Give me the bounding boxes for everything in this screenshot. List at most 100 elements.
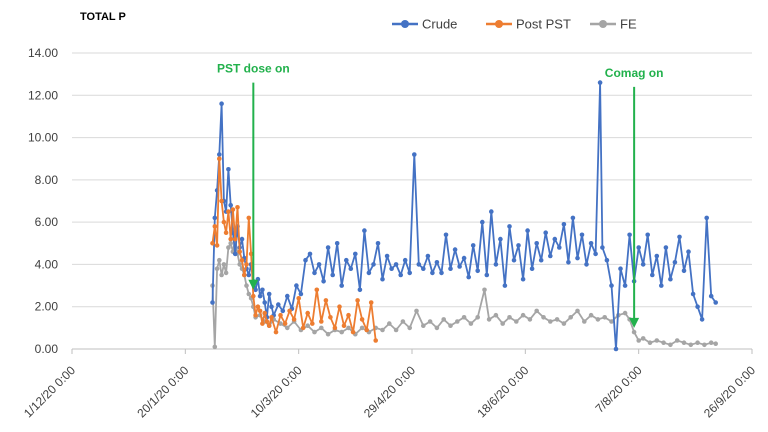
data-point-post-pst: [255, 304, 261, 310]
data-point-crude: [439, 270, 444, 276]
data-point-crude: [389, 266, 394, 272]
data-point-crude: [704, 215, 709, 221]
data-point-crude: [584, 262, 589, 267]
data-point-crude: [613, 346, 619, 352]
data-point-crude: [622, 283, 628, 288]
data-point-post-pst: [305, 310, 311, 316]
data-point-fe: [414, 308, 419, 314]
data-point-post-pst: [237, 249, 242, 254]
data-point-crude: [618, 266, 623, 272]
data-point-crude: [357, 287, 363, 293]
data-point-fe: [217, 257, 222, 263]
data-point-post-pst: [355, 298, 360, 303]
data-point-post-pst: [228, 236, 233, 242]
data-point-post-pst: [332, 325, 338, 331]
data-point-fe: [575, 308, 580, 314]
data-point-post-pst: [350, 329, 356, 335]
data-point-crude: [588, 241, 594, 246]
data-point-post-pst: [253, 312, 258, 318]
data-point-fe: [507, 315, 512, 320]
data-point-crude: [461, 255, 467, 261]
data-point-fe: [319, 325, 324, 331]
data-point-crude: [266, 291, 272, 297]
data-point-fe: [482, 287, 487, 293]
data-point-post-pst: [235, 205, 240, 210]
data-point-crude: [597, 80, 603, 85]
data-point-crude: [708, 293, 714, 299]
data-point-fe: [455, 319, 460, 324]
data-point-post-pst: [346, 312, 351, 318]
data-point-crude: [448, 266, 453, 272]
data-point-crude: [668, 276, 673, 282]
data-point-crude: [502, 283, 508, 288]
data-point-crude: [650, 272, 655, 278]
data-point-fe: [475, 315, 481, 320]
legend-entry-crude: Crude: [392, 17, 457, 32]
data-point-post-pst: [251, 293, 256, 299]
data-point-fe: [434, 325, 440, 331]
data-point-post-pst: [260, 321, 265, 326]
data-point-post-pst: [214, 243, 220, 248]
legend-label: Post PST: [516, 17, 571, 32]
data-point-post-pst: [296, 296, 302, 301]
data-point-fe: [226, 245, 231, 250]
data-point-crude: [228, 202, 233, 208]
x-tick-label: 1/12/20 0:00: [21, 363, 78, 420]
data-point-fe: [219, 272, 224, 278]
data-point-crude: [484, 272, 490, 278]
data-point-post-pst: [310, 321, 315, 326]
data-point-post-pst: [368, 300, 374, 305]
x-tick-label: 20/1/20 0:00: [134, 363, 191, 420]
data-point-crude: [452, 247, 458, 252]
data-point-post-pst: [264, 319, 270, 324]
data-point-post-pst: [230, 207, 236, 212]
data-point-crude: [434, 260, 440, 265]
data-point-crude: [425, 253, 431, 259]
data-point-crude: [443, 232, 449, 238]
data-point-crude: [257, 293, 263, 299]
data-point-post-pst: [217, 156, 222, 161]
data-point-fe: [661, 340, 666, 346]
data-point-fe: [568, 315, 573, 320]
data-point-crude: [303, 257, 308, 263]
data-point-fe: [493, 312, 499, 318]
data-point-crude: [353, 251, 358, 257]
data-point-crude: [640, 262, 646, 267]
data-point-post-pst: [219, 198, 224, 204]
annotation-pst-dose-on: PST dose on: [217, 62, 290, 290]
data-point-crude: [695, 304, 700, 310]
y-tick-label: 12.00: [28, 88, 58, 102]
data-point-fe: [674, 338, 680, 343]
legend-swatch-marker: [401, 20, 409, 28]
data-point-crude: [475, 268, 481, 274]
data-point-post-pst: [323, 298, 329, 303]
data-point-fe: [668, 342, 673, 348]
data-point-crude: [672, 260, 678, 265]
data-point-fe: [631, 329, 637, 335]
data-point-fe: [595, 317, 601, 322]
data-point-crude: [663, 245, 669, 250]
data-point-fe: [237, 262, 242, 267]
data-point-fe: [713, 341, 718, 347]
data-point-fe: [244, 283, 249, 288]
data-point-crude: [330, 272, 336, 278]
series-line-crude: [211, 81, 717, 350]
data-point-fe: [486, 317, 492, 322]
data-point-crude: [507, 224, 512, 229]
data-point-fe: [387, 321, 392, 326]
data-point-crude: [552, 236, 558, 242]
data-point-crude: [232, 251, 238, 257]
data-point-post-pst: [232, 236, 238, 242]
data-point-post-pst: [328, 315, 333, 320]
y-tick-label: 6.00: [35, 215, 59, 229]
series-layer: [210, 80, 718, 352]
data-point-crude: [307, 251, 313, 257]
y-tick-label: 8.00: [35, 173, 59, 187]
data-point-post-pst: [210, 241, 215, 246]
data-point-crude: [609, 283, 614, 288]
x-tick-label: 29/4/20 0:00: [361, 363, 418, 420]
y-axis: 0.00 2.00 4.00 6.00 8.00 10.00 12.00 14.00: [28, 46, 58, 356]
data-point-post-pst: [257, 308, 263, 314]
data-point-post-pst: [300, 325, 306, 331]
